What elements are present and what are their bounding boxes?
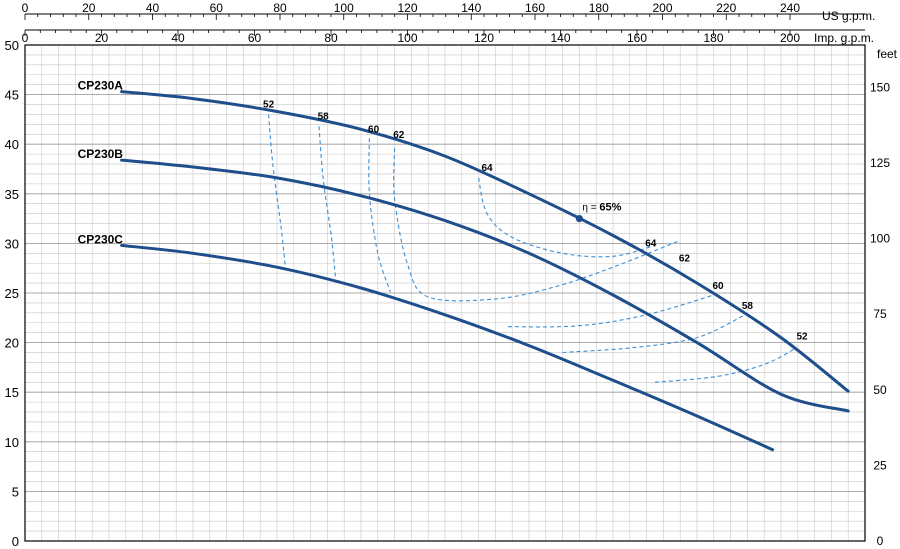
efficiency-curve-52 [268, 114, 286, 268]
imp-gpm-tick-label: 60 [248, 31, 262, 45]
efficiency-curve-60 [507, 294, 714, 328]
us-gpm-tick-label: 120 [397, 1, 417, 15]
us-gpm-tick-label: 0 [22, 1, 29, 15]
y-left-tick-label: 20 [5, 336, 19, 351]
imp-gpm-tick-label: 160 [627, 31, 647, 45]
y-left-tick-label: 35 [5, 187, 19, 202]
imp-gpm-tick-label: 140 [550, 31, 570, 45]
y-left-tick-label: 25 [5, 286, 19, 301]
grid [24, 44, 866, 542]
series-line-cp230a [120, 90, 850, 393]
eta-symbol: η = [582, 203, 599, 214]
efficiency-curve-62 [393, 148, 681, 302]
y-right-tick-label: 125 [870, 156, 890, 170]
y-left-tick-label: 30 [5, 236, 19, 251]
us-gpm-tick-label: 240 [780, 1, 800, 15]
imp-gpm-tick-label: 80 [324, 31, 338, 45]
y-right-tick-label: 50 [873, 383, 887, 397]
y-right-axis-title: feet [877, 47, 898, 61]
series-label-cp230c: CP230C [78, 232, 124, 246]
pump-curves [120, 90, 850, 452]
plot-frame [24, 44, 866, 542]
y-left-tick-label: 45 [5, 88, 19, 103]
imp-gpm-axis-title: Imp. g.p.m. [814, 31, 874, 45]
y-left-tick-label: 15 [5, 385, 19, 400]
efficiency-curve-60 [368, 138, 391, 293]
us-gpm-tick-label: 80 [273, 1, 287, 15]
y-left-tick-label: 10 [5, 435, 19, 450]
y-right-tick-label: 75 [873, 307, 887, 321]
us-gpm-tick-label: 140 [461, 1, 481, 15]
us-gpm-tick-label: 180 [589, 1, 609, 15]
imp-gpm-tick-label: 200 [780, 31, 800, 45]
y-right-tick-label: 25 [873, 458, 887, 472]
best-efficiency-point [575, 215, 584, 223]
efficiency-label: 60 [368, 124, 380, 135]
us-gpm-tick-label: 40 [146, 1, 160, 15]
imp-gpm-tick-label: 120 [474, 31, 494, 45]
us-gpm-axis-title: US g.p.m. [822, 9, 875, 23]
y-right-tick-label: 0 [877, 534, 884, 548]
efficiency-label: 62 [393, 130, 405, 141]
us-gpm-tick-label: 20 [82, 1, 96, 15]
series-line-cp230b [120, 158, 850, 413]
efficiency-label: 52 [263, 99, 275, 110]
y-left-tick-label: 0 [12, 534, 19, 549]
efficiency-label: 64 [481, 163, 493, 174]
efficiency-curve-58 [318, 126, 337, 282]
us-gpm-tick-label: 160 [525, 1, 545, 15]
imp-gpm-tick-label: 0 [22, 31, 29, 45]
us-gpm-tick-label: 220 [716, 1, 736, 15]
efficiency-curve-58 [562, 315, 744, 354]
best-efficiency-label: η = 65% [582, 202, 621, 214]
imp-gpm-tick-label: 20 [95, 31, 109, 45]
efficiency-label: 64 [645, 238, 657, 249]
y-left-tick-label: 5 [12, 484, 19, 499]
plot-border [24, 44, 866, 542]
imp-gpm-tick-label: 40 [171, 31, 185, 45]
series-line-cp230c [120, 243, 775, 452]
imp-gpm-tick-label: 100 [397, 31, 417, 45]
efficiency-label: 58 [742, 301, 754, 312]
efficiency-curve-52 [654, 349, 794, 383]
efficiency-label: 52 [796, 332, 808, 343]
y-left-tick-label: 40 [5, 137, 19, 152]
series-label-cp230a: CP230A [78, 79, 124, 93]
efficiency-label: 58 [318, 111, 330, 122]
y-right-tick-label: 100 [870, 232, 890, 246]
us-gpm-tick-label: 200 [652, 1, 672, 15]
efficiency-curves [268, 114, 794, 383]
series-label-cp230b: CP230B [78, 147, 124, 161]
us-gpm-tick-label: 100 [334, 1, 354, 15]
us-gpm-tick-label: 60 [210, 1, 224, 15]
efficiency-label: 60 [712, 281, 724, 292]
imp-gpm-tick-label: 180 [703, 31, 723, 45]
eta-value: 65% [599, 202, 621, 214]
labels: CP230A CP230B CP230C 52 58 60 62 64 64 62 60 58 52 η … [78, 79, 808, 343]
y-left-tick-label: 50 [5, 38, 19, 53]
y-right-tick-label: 150 [870, 80, 890, 94]
efficiency-label: 62 [679, 253, 691, 264]
